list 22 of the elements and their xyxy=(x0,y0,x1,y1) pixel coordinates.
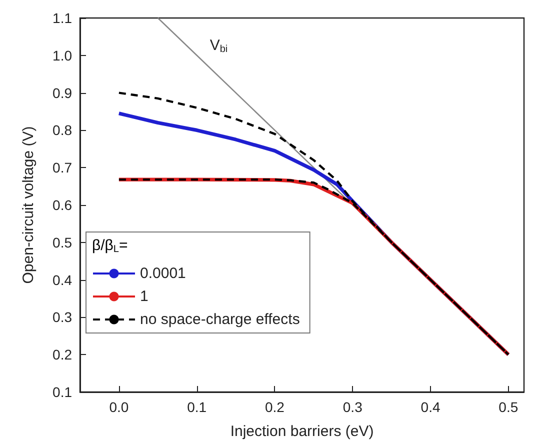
y-tick-label: 0.5 xyxy=(52,234,72,250)
y-tick-label: 0.9 xyxy=(52,84,72,101)
legend-label: no space-charge effects xyxy=(140,311,300,328)
y-tick-label: 1.0 xyxy=(52,47,72,64)
y-tick-label: 0.2 xyxy=(52,346,72,363)
y-tick-label: 0.1 xyxy=(52,384,72,400)
x-tick-label: 0.0 xyxy=(109,399,129,415)
y-tick-label: 0.4 xyxy=(52,272,72,288)
y-tick-label: 0.3 xyxy=(52,309,72,326)
y-tick-label: 1.1 xyxy=(52,10,72,26)
y-axis-title: Open-circuit voltage (V) xyxy=(20,126,37,284)
x-tick-label: 0.3 xyxy=(342,399,363,415)
x-tick-label: 0.1 xyxy=(187,399,207,415)
y-tick-label: 0.8 xyxy=(52,122,72,138)
x-tick-label: 0.2 xyxy=(265,399,285,415)
x-axis-title: Injection barriers (eV) xyxy=(230,423,374,440)
x-tick-label: 0.4 xyxy=(420,399,440,415)
y-tick-label: 0.6 xyxy=(52,197,72,213)
legend-label: 1 xyxy=(140,288,148,305)
legend-label: 0.0001 xyxy=(140,265,186,282)
x-tick-label: 0.5 xyxy=(498,399,518,415)
y-tick-label: 0.7 xyxy=(52,160,72,176)
